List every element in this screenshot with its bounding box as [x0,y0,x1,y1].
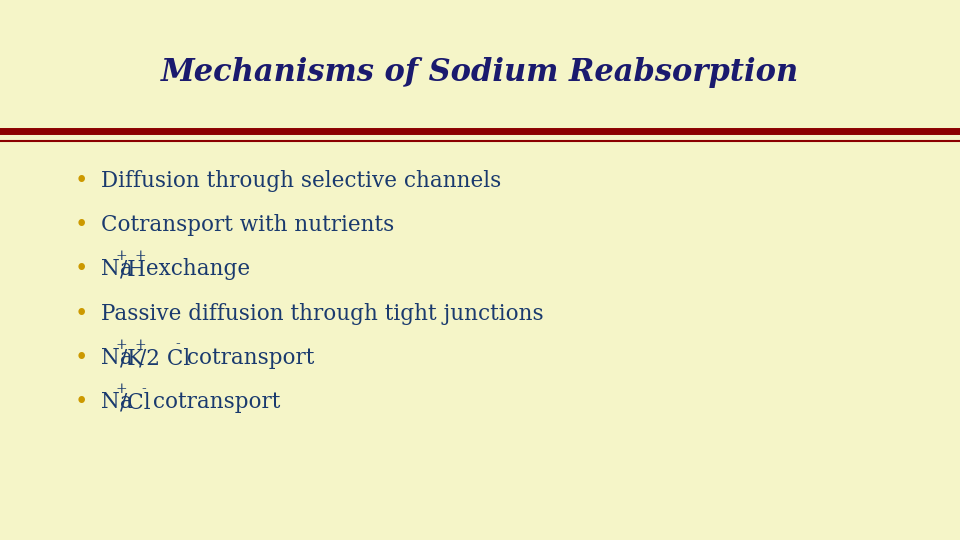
Text: +: + [134,338,146,352]
Text: /H: /H [120,259,146,280]
Text: Na: Na [101,392,132,413]
Text: •: • [75,214,88,236]
Text: Na: Na [101,347,132,369]
Text: +: + [115,249,127,263]
Text: •: • [75,392,88,413]
Text: -: - [141,382,146,396]
Text: /Cl: /Cl [120,392,151,413]
Text: +: + [115,382,127,396]
Text: exchange: exchange [139,259,250,280]
Text: •: • [75,303,88,325]
Text: /2 Cl: /2 Cl [139,347,190,369]
Text: +: + [115,338,127,352]
Text: cotransport: cotransport [180,347,314,369]
Text: Cotransport with nutrients: Cotransport with nutrients [101,214,394,236]
Text: Diffusion through selective channels: Diffusion through selective channels [101,170,501,192]
Text: •: • [75,170,88,192]
Text: Na: Na [101,259,132,280]
Text: •: • [75,259,88,280]
Text: +: + [134,249,146,263]
Text: Mechanisms of Sodium Reabsorption: Mechanisms of Sodium Reabsorption [161,57,799,89]
Text: -: - [175,338,180,352]
Text: •: • [75,347,88,369]
Text: Passive diffusion through tight junctions: Passive diffusion through tight junction… [101,303,543,325]
Text: cotransport: cotransport [146,392,280,413]
Text: /K: /K [120,347,143,369]
